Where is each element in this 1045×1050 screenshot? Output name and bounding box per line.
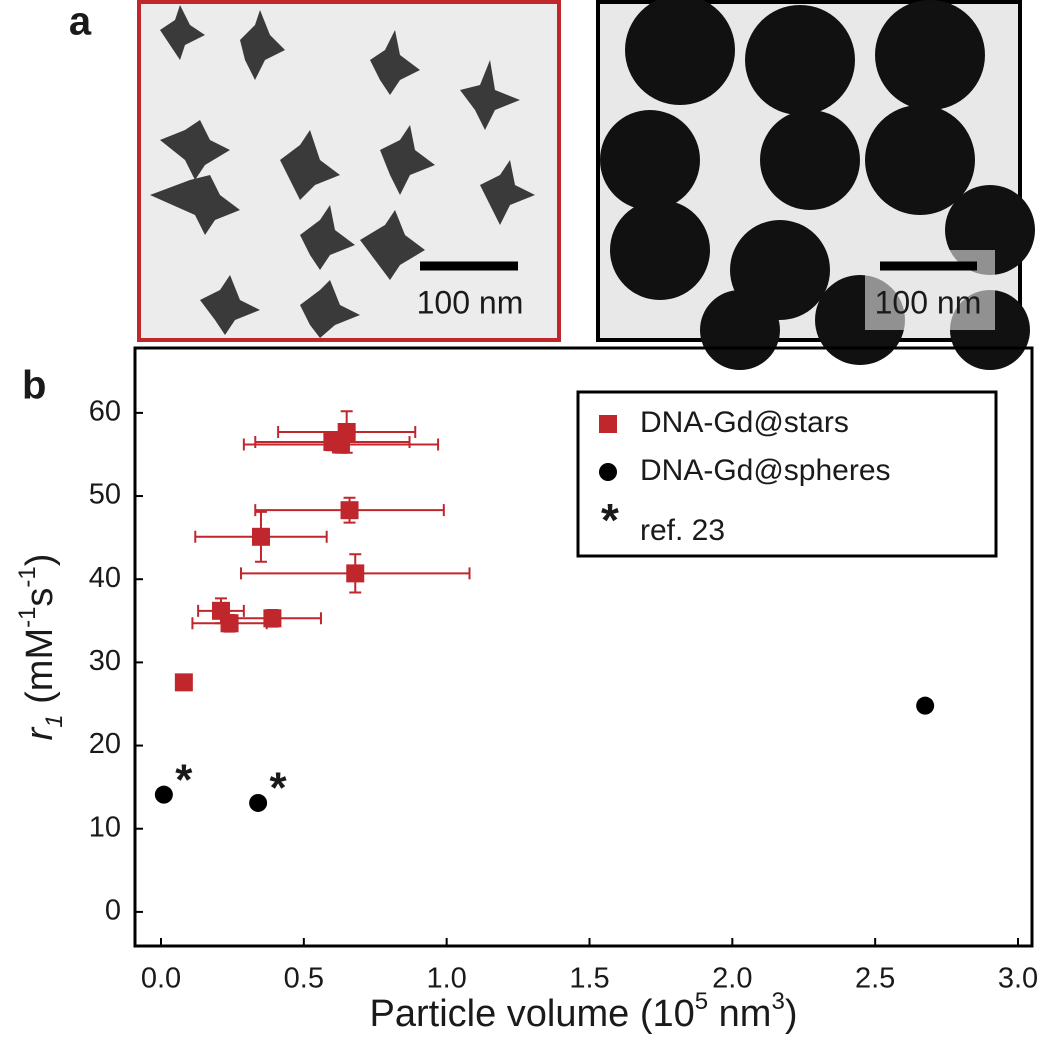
point	[337, 423, 356, 442]
x-tick-label: 1.5	[569, 963, 609, 995]
point-label: *	[270, 764, 288, 813]
y-tick-label: 60	[89, 396, 121, 428]
point	[340, 501, 359, 520]
label-part: (mM	[19, 628, 61, 715]
point	[916, 696, 935, 715]
label-part: 5	[695, 988, 708, 1015]
y-axis-label: r1 (mM-1s-1)	[14, 554, 68, 741]
y-tick-label: 0	[105, 895, 121, 927]
scale-bar-label: 100 nm	[875, 284, 982, 320]
point	[599, 415, 617, 433]
y-tick-label: 50	[89, 479, 121, 511]
label-part: nm	[708, 993, 771, 1035]
legend-symbol: *	[601, 494, 619, 546]
plot: 0 10 20 30 40 50 60 0.0 0.5 1.0 1.5 2.0 2.5 3.0 Partic…	[14, 390, 1038, 1035]
point	[154, 785, 173, 804]
label-part: )	[785, 993, 798, 1035]
panel-label: a	[69, 0, 92, 44]
plot-frame	[133, 346, 1034, 948]
point	[346, 564, 365, 583]
x-axis-label: Particle volume (105 nm3)	[370, 988, 798, 1035]
label-part: )	[19, 554, 61, 567]
nanostars	[150, 5, 535, 338]
y-tick-label: 30	[89, 645, 121, 677]
x-tick-label: 1.0	[427, 963, 467, 995]
label-part: 3	[771, 988, 784, 1015]
legend-label: DNA-Gd@spheres	[640, 454, 891, 487]
point	[174, 673, 193, 692]
point	[251, 527, 270, 546]
scale-bar-label: 100 nm	[417, 284, 524, 320]
tem-image-stars	[137, 0, 561, 342]
x-tick-label: 0.0	[141, 963, 181, 995]
label-part: Particle volume (10	[370, 993, 695, 1035]
y-tick-label: 10	[89, 811, 121, 843]
x-tick-label: 2.0	[712, 963, 752, 995]
y-tick-label: 40	[89, 562, 121, 594]
point-label: *	[175, 755, 193, 804]
label-part: 1	[41, 714, 68, 727]
label-part: r	[19, 726, 61, 740]
legend-note: ref. 23	[640, 514, 725, 547]
panel-a: a 100 nm 100 nm	[69, 0, 1035, 370]
point	[249, 793, 268, 812]
panel-label: b	[22, 364, 46, 408]
nanospheres	[600, 0, 1035, 370]
legend-box	[576, 390, 998, 558]
label-part: s	[19, 588, 61, 607]
label-part: -1	[14, 566, 41, 587]
y-tick-label: 20	[89, 728, 121, 760]
point	[263, 609, 282, 628]
label-part: -1	[14, 607, 41, 628]
x-tick-label: 0.5	[284, 963, 324, 995]
point	[599, 463, 617, 481]
x-tick-label: 2.5	[855, 963, 895, 995]
legend-label: DNA-Gd@stars	[640, 406, 849, 439]
x-tick-label: 3.0	[998, 963, 1038, 995]
